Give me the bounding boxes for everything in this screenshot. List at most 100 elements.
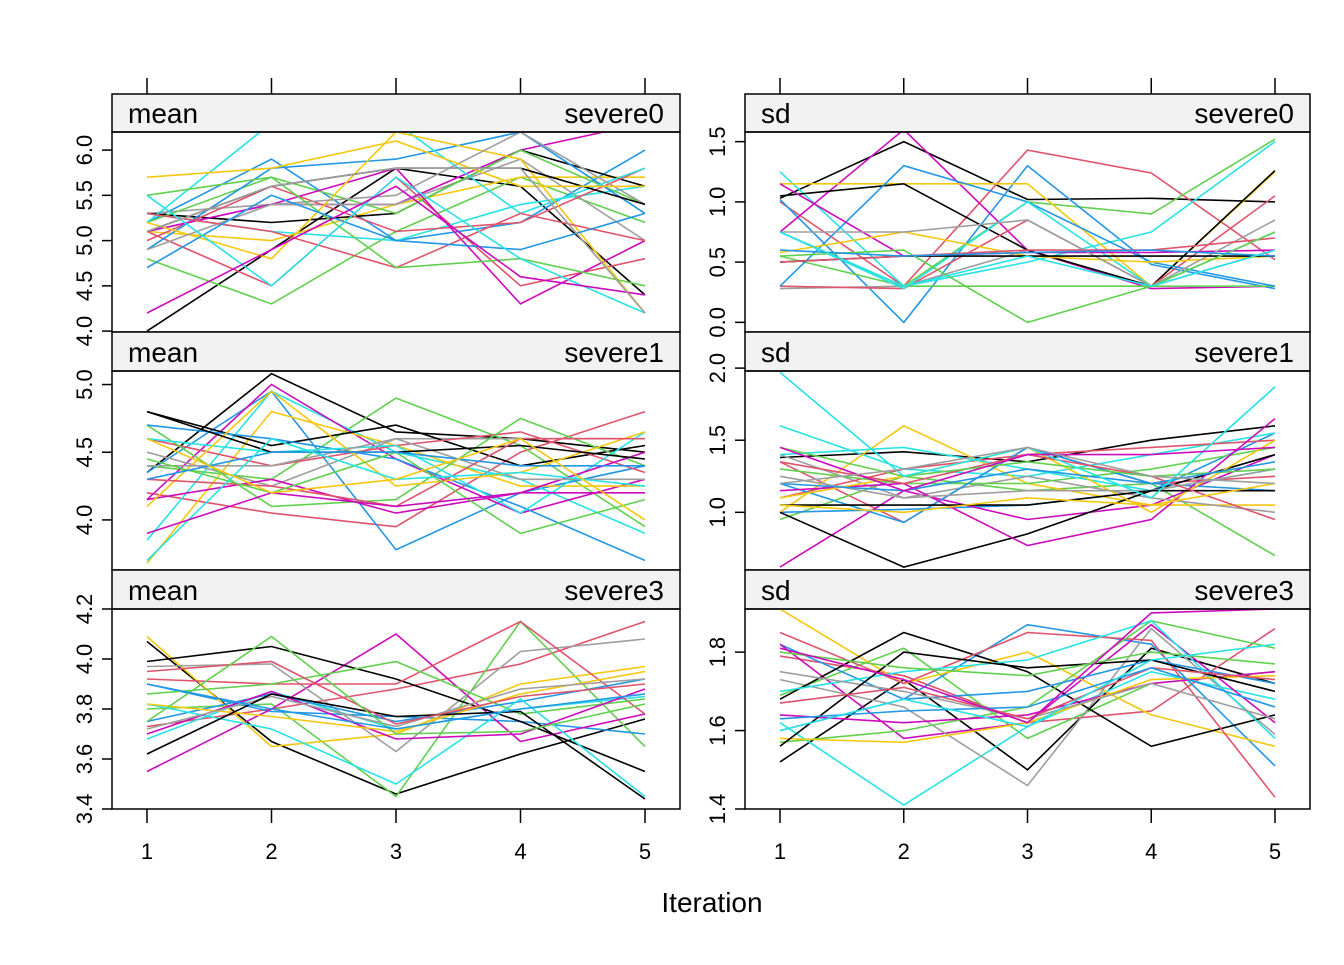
strip-stat-label: sd: [761, 337, 791, 368]
series-group: [146, 372, 646, 564]
series-line: [779, 627, 1276, 787]
series-line: [779, 643, 1276, 732]
series-line: [146, 185, 646, 314]
series-line: [146, 132, 646, 224]
series-line: [779, 631, 1276, 798]
series-line: [779, 446, 1276, 492]
x-tick-label: 2: [265, 839, 277, 864]
y-tick-label: 0.5: [705, 247, 730, 278]
series-line: [146, 176, 646, 287]
strip: [744, 569, 1311, 610]
x-tick-label: 1: [141, 839, 153, 864]
series-line: [779, 651, 1276, 747]
x-axis-label: Iteration: [661, 887, 762, 918]
series-line: [146, 424, 646, 562]
panel-mean-severe1: mean severe1 4.0 4.5 5.0: [72, 331, 681, 571]
y-tick-label: 1.5: [705, 425, 730, 456]
y-tick-label: 6.0: [72, 135, 97, 166]
y-tick-label: 5.0: [72, 369, 97, 400]
series-line: [779, 417, 1276, 547]
y-tick-label: 4.5: [72, 437, 97, 468]
series-line: [779, 164, 1276, 324]
series-line: [779, 231, 1276, 324]
y-tick-label: 4.5: [72, 271, 97, 302]
strip-variable-label: severe1: [1194, 337, 1294, 368]
y-tick-label: 1.4: [705, 794, 730, 825]
series-line: [146, 132, 646, 251]
strip-variable-label: severe3: [1194, 575, 1294, 606]
y-tick-label: 4.0: [72, 316, 97, 347]
series-line: [779, 619, 1276, 739]
x-tick-label: 1: [774, 839, 786, 864]
series-line: [779, 140, 1276, 288]
series-line: [779, 237, 1276, 263]
series-line: [146, 678, 646, 723]
series-line: [779, 231, 1276, 288]
series-line: [146, 437, 646, 521]
y-tick-label: 1.0: [705, 497, 730, 528]
strip-variable-label: severe3: [564, 575, 664, 606]
panel-mean-severe3: mean severe3 3.4 3.6 3.8 4.0 4.2 1 2 3 4 5: [72, 569, 681, 864]
series-group: [779, 132, 1276, 324]
series-line: [146, 491, 645, 535]
series-line: [779, 446, 1276, 485]
series-line: [779, 609, 1276, 748]
strip-stat-label: sd: [761, 98, 791, 129]
panel-sd-severe1: sd severe1 1.0 1.5 2.0: [705, 331, 1311, 571]
series-line: [146, 140, 645, 188]
x-tick-label: 2: [898, 839, 910, 864]
x-tick-label: 5: [1269, 839, 1281, 864]
series-line: [146, 688, 646, 740]
series-line: [779, 651, 1276, 677]
x-tick-label: 3: [390, 839, 402, 864]
series-line: [779, 623, 1276, 767]
y-tick-label: 1.5: [705, 126, 730, 157]
strip-variable-label: severe0: [1194, 98, 1294, 129]
series-line: [779, 249, 1276, 257]
y-tick-label: 4.0: [72, 644, 97, 675]
strip: [111, 569, 681, 610]
y-tick-label: 1.6: [705, 715, 730, 746]
series-line: [779, 468, 1276, 499]
y-tick-label: 4.2: [72, 594, 97, 625]
series-line: [146, 698, 646, 798]
series-line: [779, 255, 1275, 288]
series-line: [146, 176, 646, 314]
series-line: [779, 461, 1276, 492]
panels: mean severe0 4.0 4.5 5.0 5.5 6.0 sd severe0 0.0 0.…: [72, 78, 1311, 864]
series-line: [146, 678, 646, 730]
y-tick-label: 1.0: [705, 187, 730, 218]
x-tick-label: 5: [639, 839, 651, 864]
y-tick-label: 1.8: [705, 637, 730, 668]
series-line: [146, 635, 646, 735]
y-tick-label: 4.0: [72, 505, 97, 536]
series-line: [146, 620, 646, 715]
series-line: [146, 372, 646, 474]
series-line: [146, 645, 646, 773]
series-line: [779, 609, 1276, 724]
y-tick-label: 0.0: [705, 307, 730, 338]
y-tick-label: 3.4: [72, 794, 97, 825]
series-line: [146, 132, 646, 314]
strip-variable-label: severe0: [564, 98, 664, 129]
strip-stat-label: mean: [128, 575, 198, 606]
series-line: [147, 437, 645, 481]
series-line: [146, 670, 646, 733]
series-line: [779, 482, 1276, 514]
series-line: [146, 683, 646, 730]
series-line: [780, 219, 1276, 288]
strip-variable-label: severe1: [564, 337, 664, 368]
series-line: [779, 666, 1276, 720]
series-line: [146, 431, 646, 515]
y-tick-label: 3.6: [72, 744, 97, 775]
x-tick-label: 3: [1021, 839, 1033, 864]
y-tick-label: 2.0: [705, 353, 730, 384]
series-line: [779, 140, 1276, 203]
series-line: [779, 446, 1276, 478]
strip: [111, 93, 681, 133]
panel-mean-severe0: mean severe0 4.0 4.5 5.0 5.5 6.0: [72, 78, 681, 347]
series-line: [146, 660, 646, 715]
series-line: [146, 167, 646, 314]
series-group: [779, 371, 1276, 568]
